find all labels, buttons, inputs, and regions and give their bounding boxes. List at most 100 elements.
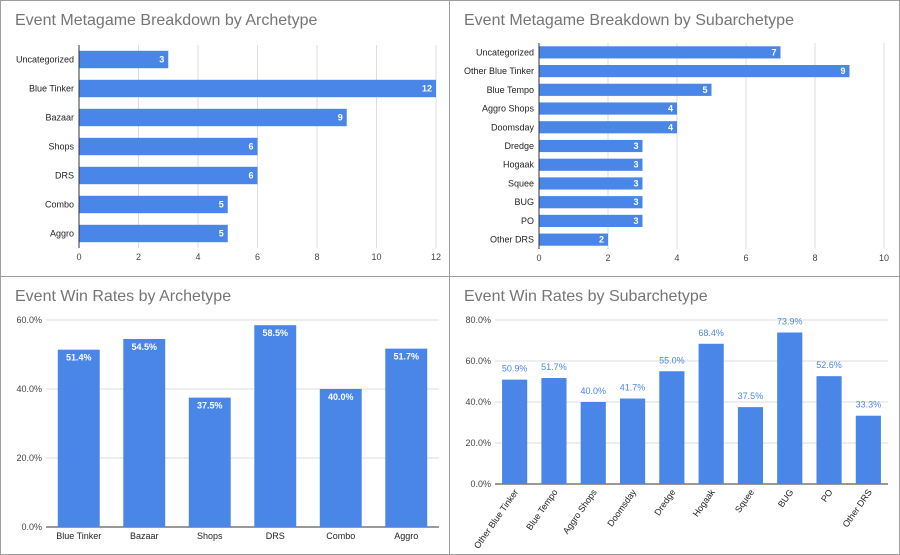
- category-label: Blue Tempo: [487, 85, 534, 95]
- category-label: DRS: [266, 531, 285, 541]
- data-label: 4: [668, 122, 673, 132]
- data-label: 4: [668, 104, 673, 114]
- x-tick-label: 0: [536, 253, 541, 263]
- category-label: Hogaak: [691, 487, 717, 519]
- category-label: Blue Tempo: [524, 487, 559, 532]
- y-tick-label: 60.0%: [465, 356, 491, 366]
- y-tick-label: 20.0%: [465, 438, 491, 448]
- bar: [319, 389, 362, 527]
- bar: [57, 349, 100, 527]
- bar: [79, 79, 436, 98]
- data-label: 12: [422, 84, 432, 94]
- chart-title: Event Metagame Breakdown by Archetype: [15, 12, 318, 29]
- x-tick-label: 2: [605, 253, 610, 263]
- category-label: Bazaar: [130, 531, 159, 541]
- x-tick-label: 8: [314, 252, 319, 262]
- data-label: 6: [248, 142, 253, 152]
- archetype-breakdown-chart: 0 2 4 6 8 10 12 Uncategorized 3 Blue Tinker 12 Baza…: [16, 45, 441, 262]
- chart-title: Event Win Rates by Subarchetype: [464, 288, 708, 305]
- category-label: BUG: [514, 197, 534, 207]
- data-label: 3: [633, 160, 638, 170]
- category-label: Bazaar: [45, 113, 74, 123]
- subarchetype-breakdown-chart: 0 2 4 6 8 10 Uncategorized 7 Other Blue Tinker 9 B…: [464, 43, 889, 263]
- bar: [79, 224, 228, 243]
- category-label: DRS: [55, 171, 74, 181]
- y-tick-label: 40.0%: [465, 397, 491, 407]
- data-label: 9: [338, 113, 343, 123]
- data-label: 51.7%: [541, 362, 567, 372]
- category-label: Blue Tinker: [56, 531, 101, 541]
- bar: [539, 158, 643, 171]
- data-label: 3: [633, 197, 638, 207]
- data-label: 52.6%: [816, 360, 842, 370]
- bar: [188, 397, 231, 527]
- bar: [777, 332, 803, 484]
- bar: [539, 233, 608, 246]
- bar: [698, 343, 724, 484]
- category-label: Aggro: [394, 531, 418, 541]
- category-label: Shops: [48, 142, 74, 152]
- y-tick-label: 0.0%: [21, 522, 42, 532]
- x-tick-label: 4: [195, 252, 200, 262]
- category-label: Combo: [45, 200, 74, 210]
- chart-title: Event Metagame Breakdown by Subarchetype: [464, 12, 794, 29]
- data-label: 54.5%: [131, 342, 157, 352]
- x-tick-label: 12: [431, 252, 441, 262]
- data-label: 68.4%: [698, 328, 724, 338]
- bar: [737, 407, 764, 484]
- bar: [539, 102, 677, 115]
- category-label: Blue Tinker: [29, 84, 74, 94]
- category-label: Uncategorized: [476, 47, 534, 57]
- data-label: 73.9%: [777, 317, 803, 327]
- category-label: Aggro: [50, 229, 74, 239]
- data-label: 9: [840, 66, 845, 76]
- x-tick-label: 0: [76, 252, 81, 262]
- data-label: 51.7%: [393, 352, 419, 362]
- data-label: 33.3%: [856, 400, 882, 410]
- category-label: PO: [819, 487, 835, 503]
- category-label: Shops: [197, 531, 223, 541]
- data-label: 7: [771, 47, 776, 57]
- bar: [79, 166, 258, 185]
- data-label: 5: [702, 85, 707, 95]
- data-label: 51.4%: [66, 353, 92, 363]
- bar: [659, 371, 685, 484]
- category-label: Doomsday: [491, 122, 535, 132]
- data-label: 3: [633, 178, 638, 188]
- bar: [502, 379, 528, 484]
- y-tick-label: 80.0%: [465, 315, 491, 325]
- data-label: 40.0%: [328, 392, 354, 402]
- bar: [539, 139, 643, 153]
- category-label: Other Blue Tinker: [472, 487, 520, 550]
- x-tick-label: 10: [879, 253, 889, 263]
- x-tick-label: 8: [812, 253, 817, 263]
- bar: [385, 348, 428, 527]
- x-tick-label: 6: [743, 253, 748, 263]
- subarchetype-breakdown-panel: Event Metagame Breakdown by Subarchetype…: [449, 0, 900, 277]
- category-label: Aggro Shops: [482, 104, 535, 114]
- data-label: 3: [159, 55, 164, 65]
- category-label: Squee: [508, 178, 534, 188]
- bar: [254, 325, 297, 527]
- category-label: Other DRS: [490, 235, 534, 245]
- data-label: 55.0%: [659, 355, 685, 365]
- bar: [855, 415, 881, 484]
- x-tick-label: 10: [371, 252, 381, 262]
- bar: [79, 50, 169, 69]
- data-label: 50.9%: [502, 364, 528, 374]
- category-label: PO: [521, 216, 534, 226]
- y-tick-label: 60.0%: [16, 315, 42, 325]
- y-tick-label: 20.0%: [16, 453, 42, 463]
- data-label: 58.5%: [262, 328, 288, 338]
- data-label: 40.0%: [580, 386, 606, 396]
- y-tick-label: 40.0%: [16, 384, 42, 394]
- chart-title: Event Win Rates by Archetype: [15, 288, 232, 305]
- bar: [816, 376, 842, 484]
- data-label: 3: [633, 216, 638, 226]
- data-label: 5: [219, 229, 224, 239]
- category-label: Dredge: [504, 141, 534, 151]
- subarchetype-winrate-chart: 0.0% 20.0% 40.0% 60.0% 80.0% 50.9% Other Blue …: [465, 315, 888, 551]
- category-label: Other DRS: [841, 487, 874, 529]
- data-label: 37.5%: [197, 401, 223, 411]
- category-label: BUG: [776, 487, 795, 509]
